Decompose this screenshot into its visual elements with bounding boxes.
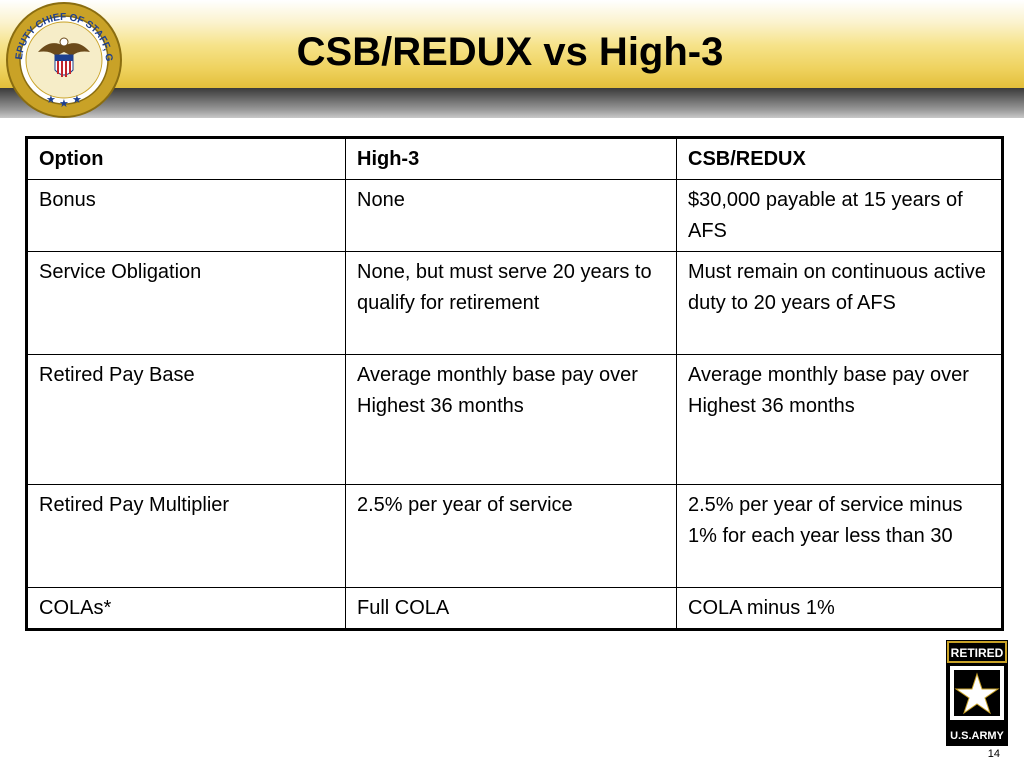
- table-cell: None, but must serve 20 years to qualify…: [345, 251, 677, 355]
- us-army-retired-logo: RETIRED U.S.ARMY: [946, 640, 1008, 746]
- svg-text:★: ★: [72, 93, 82, 106]
- table-cell: Bonus: [26, 179, 346, 252]
- header-banner: DEPUTY CHIEF OF STAFF, G1 ★ ★ ★ CSB/REDU…: [0, 0, 1024, 118]
- table-cell: COLA minus 1%: [676, 587, 1003, 630]
- comparison-table: Option High-3 CSB/REDUX Bonus None $30,0…: [25, 136, 1004, 631]
- header-cell: Option: [26, 137, 346, 180]
- table-cell: Full COLA: [345, 587, 677, 630]
- table-cell: 2.5% per year of service: [345, 484, 677, 588]
- page-number: 14: [987, 748, 1000, 760]
- table-cell: None: [345, 179, 677, 252]
- table-cell: COLAs*: [26, 587, 346, 630]
- table-row: Retired Pay Multiplier 2.5% per year of …: [26, 484, 1003, 588]
- slide-title: CSB/REDUX vs High-3: [296, 30, 724, 74]
- army-logo-bottom-text: U.S.ARMY: [950, 730, 1004, 742]
- svg-text:★: ★: [46, 93, 56, 106]
- header-cell: High-3: [345, 137, 677, 180]
- table-cell: $30,000 payable at 15 years of AFS: [676, 179, 1003, 252]
- army-logo-top-text: RETIRED: [951, 646, 1004, 660]
- header-cell: CSB/REDUX: [676, 137, 1003, 180]
- deputy-chief-of-staff-seal: DEPUTY CHIEF OF STAFF, G1 ★ ★ ★: [2, 0, 122, 118]
- table-cell: Retired Pay Multiplier: [26, 484, 346, 588]
- table-cell: Average monthly base pay over Highest 36…: [676, 354, 1003, 485]
- svg-text:★: ★: [59, 97, 69, 110]
- table-cell: Must remain on continuous active duty to…: [676, 251, 1003, 355]
- table-cell: Service Obligation: [26, 251, 346, 355]
- table-cell: 2.5% per year of service minus 1% for ea…: [676, 484, 1003, 588]
- table-row: Bonus None $30,000 payable at 15 years o…: [26, 179, 1003, 252]
- table-row: Retired Pay Base Average monthly base pa…: [26, 354, 1003, 485]
- table-header-row: Option High-3 CSB/REDUX: [26, 137, 1003, 180]
- table-row: COLAs* Full COLA COLA minus 1%: [26, 587, 1003, 630]
- table-cell: Average monthly base pay over Highest 36…: [345, 354, 677, 485]
- table-cell: Retired Pay Base: [26, 354, 346, 485]
- table-row: Service Obligation None, but must serve …: [26, 251, 1003, 355]
